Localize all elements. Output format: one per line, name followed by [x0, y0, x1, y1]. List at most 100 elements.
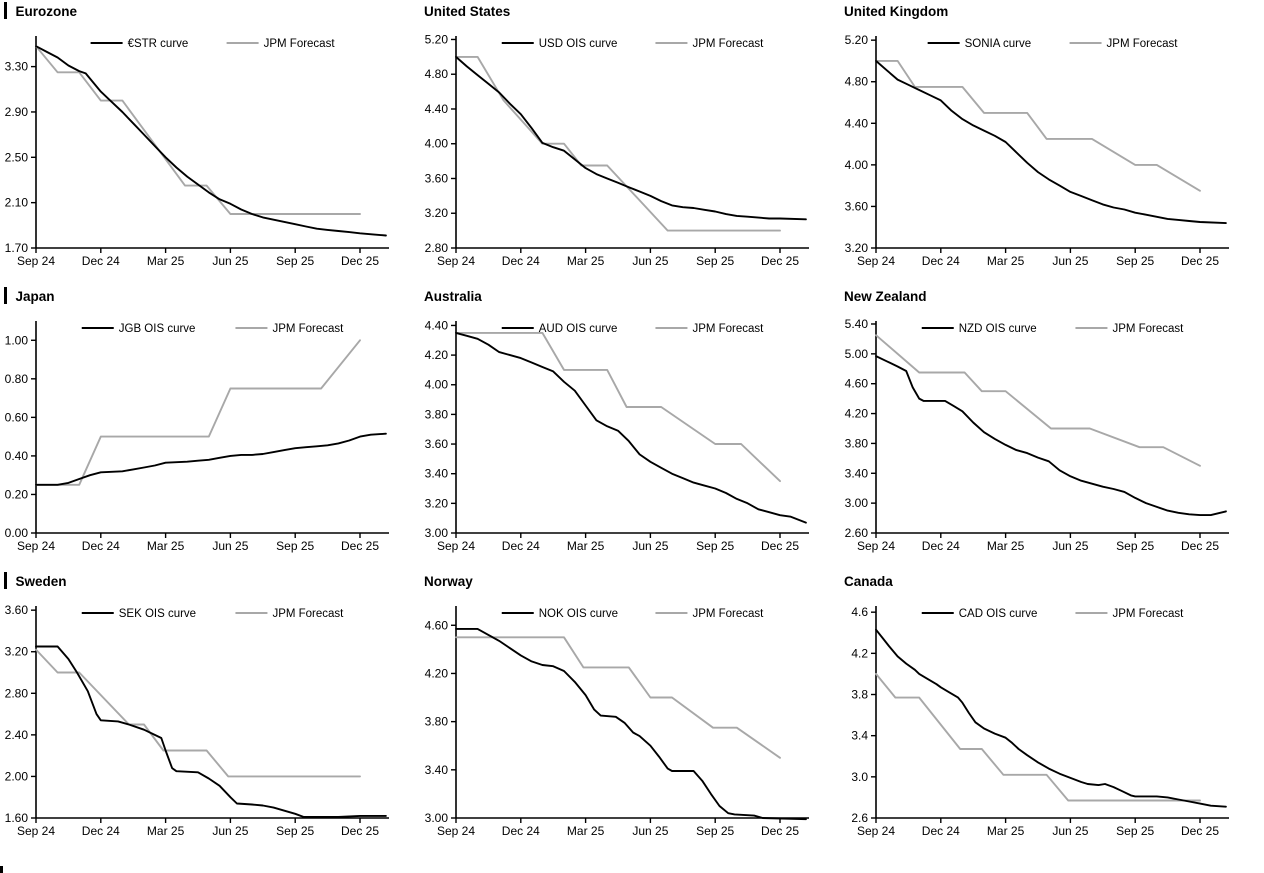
panel-title: Japan — [15, 289, 55, 304]
y-tick-label: 3.30 — [5, 60, 29, 74]
x-tick-label: Sep 25 — [1116, 824, 1154, 838]
x-tick-label: Sep 24 — [857, 539, 895, 553]
legend-forecast-label: JPM Forecast — [692, 38, 764, 50]
y-tick-label: 3.60 — [845, 199, 869, 213]
chart-panel-australia: Australia 3.00 3.20 3.40 3.60 3.80 4.00 4.20 4.… — [420, 285, 840, 570]
panel-title-row: Sweden — [4, 572, 420, 592]
y-tick-label: 3.4 — [851, 729, 868, 743]
legend-ois-curve-label: SEK OIS curve — [119, 608, 196, 620]
x-tick-label: Dec 25 — [1181, 824, 1219, 838]
x-tick-label: Dec 25 — [1181, 539, 1219, 553]
chart-panel-eurozone: Eurozone 1.70 2.10 2.50 2.90 3.30 Sep 24 Dec 2… — [0, 0, 420, 285]
forecast-line — [875, 672, 1201, 802]
x-tick-label: Jun 25 — [632, 824, 668, 838]
section-marker-bar — [4, 287, 7, 304]
panel-title-row: Canada — [844, 572, 1264, 592]
x-tick-label: Dec 24 — [922, 824, 960, 838]
legend-ois-curve-label: NOK OIS curve — [539, 608, 618, 620]
x-tick-label: Sep 25 — [276, 539, 314, 553]
panel-title-row: New Zealand — [844, 287, 1264, 307]
x-tick-label: Jun 25 — [212, 824, 248, 838]
y-tick-label: 4.2 — [851, 646, 868, 660]
y-tick-label: 5.20 — [425, 32, 449, 46]
y-tick-label: 2.90 — [5, 105, 29, 119]
x-tick-label: Mar 25 — [147, 539, 185, 553]
chart-canvas-japan: 0.00 0.20 0.40 0.60 0.80 1.00 Sep 24 Dec 24 Mar … — [5, 321, 389, 553]
y-tick-label: 3.00 — [425, 526, 449, 540]
panel-title-row: Australia — [424, 287, 840, 307]
y-tick-label: 3.80 — [425, 715, 449, 729]
section-marker-bar — [4, 572, 7, 589]
x-tick-label: Mar 25 — [987, 824, 1025, 838]
x-tick-label: Dec 24 — [922, 539, 960, 553]
x-tick-label: Mar 25 — [147, 254, 185, 268]
x-tick-label: Jun 25 — [1052, 254, 1088, 268]
x-tick-label: Dec 25 — [341, 824, 379, 838]
ois-curve-line — [455, 331, 807, 524]
y-tick-label: 3.00 — [845, 496, 869, 510]
ois-curve-line — [875, 355, 1227, 517]
panel-title-row: Eurozone — [4, 2, 420, 22]
forecast-line — [35, 339, 361, 486]
y-tick-label: 1.70 — [5, 241, 29, 255]
y-tick-label: 0.20 — [5, 487, 29, 501]
chart-panel-norway: Norway 3.00 3.40 3.80 4.20 4.60 Sep 24 Dec 24 M… — [420, 570, 840, 873]
legend-forecast-label: JPM Forecast — [692, 323, 764, 335]
panel-title: Norway — [424, 574, 473, 589]
x-tick-label: Dec 24 — [82, 824, 120, 838]
y-tick-label: 4.00 — [425, 378, 449, 392]
y-tick-label: 3.80 — [425, 407, 449, 421]
y-tick-label: 3.20 — [845, 241, 869, 255]
y-tick-label: 0.00 — [5, 526, 29, 540]
chart-canvas-australia: 3.00 3.20 3.40 3.60 3.80 4.00 4.20 4.40 Sep 24 De… — [425, 318, 809, 553]
y-tick-label: 4.00 — [425, 137, 449, 151]
ois-curve-line — [455, 627, 807, 821]
chart-canvas-norway: 3.00 3.40 3.80 4.20 4.60 Sep 24 Dec 24 Mar 25 Ju… — [425, 606, 809, 838]
x-tick-label: Sep 24 — [437, 824, 475, 838]
x-tick-label: Dec 24 — [82, 254, 120, 268]
y-tick-label: 2.80 — [425, 241, 449, 255]
ois-curve-line — [455, 55, 807, 221]
panel-title: Australia — [424, 289, 482, 304]
y-tick-label: 5.40 — [845, 317, 869, 331]
y-tick-label: 4.20 — [425, 348, 449, 362]
forecast-line — [35, 648, 361, 778]
x-tick-label: Mar 25 — [987, 254, 1025, 268]
x-tick-label: Sep 25 — [696, 254, 734, 268]
panel-title-row: United Kingdom — [844, 2, 1264, 22]
legend-forecast-label: JPM Forecast — [272, 323, 344, 335]
y-tick-label: 4.60 — [425, 618, 449, 632]
x-tick-label: Sep 25 — [696, 824, 734, 838]
ois-curve-line — [35, 45, 387, 237]
forecast-line — [455, 331, 781, 483]
panel-title-row: Japan — [4, 287, 420, 307]
y-tick-label: 3.80 — [845, 436, 869, 450]
panel-title: Eurozone — [15, 4, 77, 19]
panel-title: United States — [424, 4, 511, 19]
x-tick-label: Sep 24 — [437, 254, 475, 268]
chart-canvas-united-kingdom: 3.20 3.60 4.00 4.40 4.80 5.20 Sep 24 Dec 24 Mar … — [845, 33, 1229, 268]
x-tick-label: Mar 25 — [567, 824, 605, 838]
x-tick-label: Dec 25 — [761, 824, 799, 838]
x-tick-label: Jun 25 — [1052, 824, 1088, 838]
y-tick-label: 3.60 — [5, 603, 29, 617]
y-tick-label: 3.40 — [845, 466, 869, 480]
y-tick-label: 2.50 — [5, 150, 29, 164]
panel-title: Sweden — [15, 574, 67, 589]
y-tick-label: 3.20 — [5, 645, 29, 659]
y-tick-label: 4.40 — [425, 318, 449, 332]
legend-forecast-label: JPM Forecast — [1112, 323, 1184, 335]
x-tick-label: Mar 25 — [987, 539, 1025, 553]
panel-title: United Kingdom — [844, 4, 949, 19]
y-tick-label: 3.0 — [851, 770, 868, 784]
forecast-line — [35, 45, 361, 215]
y-tick-label: 0.80 — [5, 372, 29, 386]
forecast-line — [875, 334, 1201, 467]
chart-canvas-eurozone: 1.70 2.10 2.50 2.90 3.30 Sep 24 Dec 24 Mar 25 Ju… — [5, 36, 389, 268]
forecast-line — [455, 636, 781, 759]
legend-forecast-label: JPM Forecast — [264, 38, 336, 50]
y-tick-label: 3.60 — [425, 171, 449, 185]
y-tick-label: 2.6 — [851, 811, 868, 825]
y-tick-label: 4.80 — [845, 75, 869, 89]
